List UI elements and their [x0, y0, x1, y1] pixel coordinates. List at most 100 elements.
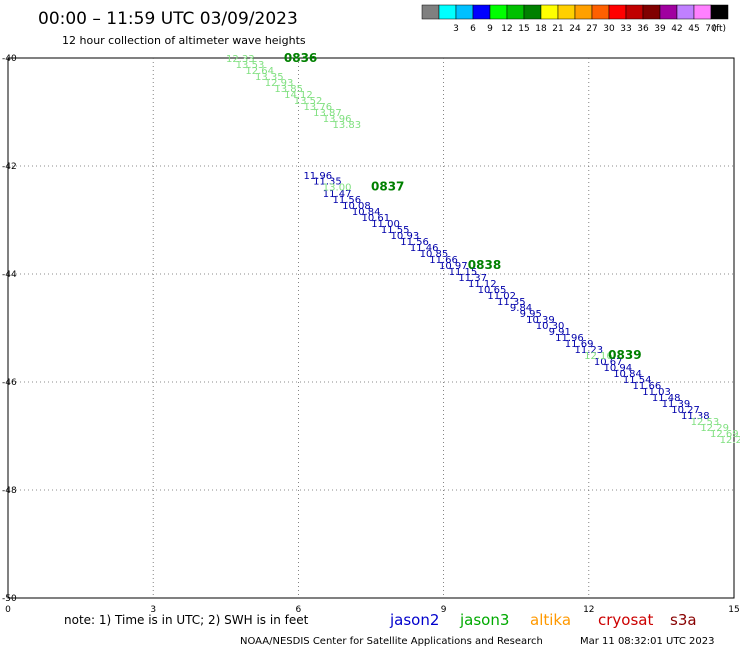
x-tick-label: 9 — [441, 605, 447, 615]
jason2-wave-height-label: 11.66 — [633, 381, 662, 392]
y-tick-label: -50 — [2, 594, 17, 604]
footer-note: note: 1) Time is in UTC; 2) SWH is in fe… — [64, 613, 309, 627]
jason2-wave-height-label: 10.67 — [594, 357, 623, 368]
colorbar-label: 21 — [552, 24, 563, 34]
jason2-wave-height-label: 11.12 — [468, 279, 497, 290]
chart-subtitle: 12 hour collection of altimeter wave hei… — [62, 34, 306, 47]
colorbar-label: 45 — [688, 24, 699, 34]
colorbar-swatch — [659, 4, 678, 20]
jason3-wave-height-label: 13.96 — [323, 114, 352, 125]
jason2-wave-height-label: 11.69 — [565, 339, 594, 350]
jason2-wave-height-label: 9.95 — [520, 309, 542, 320]
colorbar-swatch — [642, 4, 661, 20]
jason2-wave-height-label: 11.48 — [652, 393, 681, 404]
jason3-wave-height-label: 14.12 — [284, 90, 313, 101]
y-tick-labels: -40 -42 -44 -46 -48 -50 — [2, 54, 17, 604]
colorbar-swatch — [557, 4, 576, 20]
y-tick-label: -48 — [2, 486, 17, 496]
legend-cryosat: cryosat — [598, 611, 653, 629]
colorbar-swatch — [438, 4, 457, 20]
jason3-wave-height-label: 12.24 — [720, 435, 740, 446]
pass-time-label: 0838 — [468, 258, 501, 272]
jason2-wave-height-label: 11.96 — [555, 333, 584, 344]
jason2-wave-height-label: 10.61 — [362, 213, 391, 224]
jason2-wave-height-label: 11.54 — [623, 375, 652, 386]
jason2-wave-height-label: 11.66 — [429, 255, 458, 266]
jason2-wave-height-label: 10.08 — [342, 201, 371, 212]
colorbar-unit: (ft) — [712, 24, 726, 34]
grid-lines — [8, 58, 734, 598]
y-tick-label: -46 — [2, 378, 17, 388]
jason2-wave-height-label: 10.97 — [439, 261, 468, 272]
jason2-wave-height-label: 11.03 — [642, 387, 671, 398]
colorbar-swatch — [710, 4, 729, 20]
colorbar-label: 18 — [535, 24, 547, 34]
jason2-wave-height-label: 11.38 — [681, 411, 710, 422]
plot-area: 0 3 6 9 12 15 -40-42-44-46-48-50 11.9611.3511… — [2, 51, 740, 615]
jason2-wave-height-label: 11.56 — [332, 195, 361, 206]
jason2-wave-height-label: 9.91 — [549, 327, 571, 338]
colorbar-label: 9 — [487, 24, 493, 34]
x-tick-label: 6 — [296, 605, 302, 615]
jason3-wave-height-label: 13.53 — [236, 60, 265, 71]
jason2-wave-height-label: 10.65 — [478, 285, 507, 296]
pass-time-label: 0836 — [284, 51, 317, 65]
pass-time-labels: 0836 0837 0838 0839 — [284, 51, 642, 362]
jason3-wave-height-label: 13.52 — [294, 96, 323, 107]
legend-jason3: jason3 — [459, 611, 509, 629]
jason2-wave-height-label: 11.02 — [487, 291, 516, 302]
jason2-wave-height-label: 10.84 — [352, 207, 381, 218]
jason3-wave-height-label: 12.53 — [691, 417, 720, 428]
pass-time-label: 0837 — [371, 180, 404, 194]
jason3-wave-height-label: 13.87 — [313, 108, 342, 119]
jason2-wave-height-label: 11.35 — [497, 297, 526, 308]
jason2-wave-height-label: 10.27 — [671, 405, 700, 416]
jason3-wave-height-label: 12.33 — [226, 54, 255, 65]
colorbar-label: 30 — [603, 24, 615, 34]
colorbar-label: 12 — [501, 24, 512, 34]
colorbar-swatch — [591, 4, 610, 20]
jason2-wave-height-label: 10.30 — [536, 321, 565, 332]
jason2-wave-height-label: 11.00 — [371, 219, 400, 230]
jason3-wave-height-label: 12.29 — [700, 423, 729, 434]
footer-credit: NOAA/NESDIS Center for Satellite Applica… — [240, 636, 543, 647]
jason3-wave-height-label: 13.76 — [303, 102, 332, 113]
colorbar-label: 39 — [654, 24, 666, 34]
colorbar-label: 27 — [586, 24, 597, 34]
jason2-wave-height-label: 11.15 — [449, 267, 478, 278]
plot-frame — [7, 57, 735, 599]
x-tick-label: 12 — [583, 605, 594, 615]
colorbar-label: 15 — [518, 24, 529, 34]
legend-jason2: jason2 — [389, 611, 439, 629]
jason2-wave-height-label: 11.37 — [458, 273, 487, 284]
y-tick-label: -40 — [2, 54, 17, 64]
jason3-wave-height-label: 12.69 — [710, 429, 739, 440]
colorbar-label: 36 — [637, 24, 649, 34]
colorbar-swatch — [506, 4, 525, 20]
jason3-wave-height-label: 12.93 — [265, 78, 294, 89]
jason2-wave-height-label: 10.93 — [391, 231, 420, 242]
wave-height-colorbar: 3 6 9 12 15 18 21 24 27 30 33 36 39 42 45 70(ft) — [421, 4, 729, 34]
x-tick-label: 3 — [150, 605, 156, 615]
jason3-wave-height-label: 13.85 — [274, 84, 303, 95]
colorbar-swatch — [455, 4, 474, 20]
colorbar-label: 42 — [671, 24, 682, 34]
jason2-wave-height-label: 11.23 — [574, 345, 603, 356]
footer-timestamp: Mar 11 08:32:01 UTC 2023 — [580, 636, 715, 647]
jason2-wave-height-label: 10.39 — [526, 315, 555, 326]
legend-altika: altika — [530, 611, 571, 629]
jason2-wave-height-label: 11.96 — [303, 171, 332, 182]
jason3-wave-height-label: 12.64 — [245, 66, 274, 77]
chart-title: 00:00 – 11:59 UTC 03/09/2023 — [38, 9, 298, 29]
colorbar-label: 70 — [705, 24, 717, 34]
colorbar-label: 3 — [453, 24, 459, 34]
jason2-wave-height-label: 11.35 — [313, 177, 342, 188]
x-tick-label: 0 — [5, 605, 11, 615]
legend-s3a: s3a — [670, 611, 697, 629]
colorbar-swatch — [523, 4, 542, 20]
jason2-wave-height-label: 11.46 — [410, 243, 439, 254]
colorbar-label: 6 — [470, 24, 476, 34]
jason3-wave-height-label: 13.00 — [323, 183, 352, 194]
satellite-legend: jason2 jason3 altika cryosat s3a — [389, 611, 697, 629]
